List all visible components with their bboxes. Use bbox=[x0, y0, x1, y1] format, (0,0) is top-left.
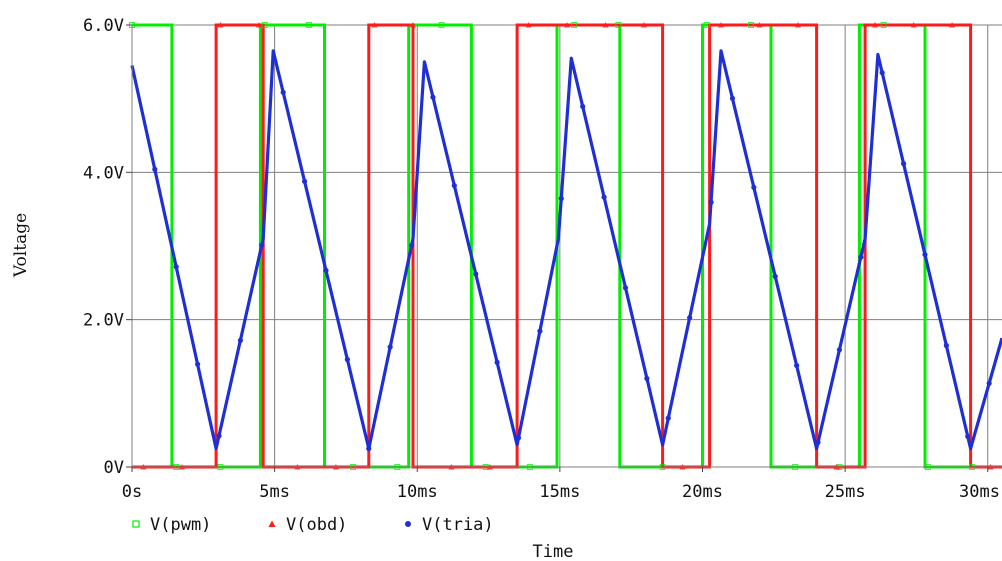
circle-marker bbox=[280, 89, 286, 95]
circle-marker bbox=[858, 254, 864, 260]
x-axis-title: Time bbox=[533, 542, 574, 561]
circle-marker bbox=[729, 95, 736, 101]
legend-label: V(pwm) bbox=[150, 515, 211, 535]
square-marker bbox=[571, 22, 578, 28]
circle-marker bbox=[772, 273, 778, 280]
triangle-marker bbox=[872, 22, 879, 28]
circle-marker bbox=[173, 264, 179, 270]
plot-frame bbox=[131, 25, 1002, 468]
circle-marker bbox=[836, 347, 843, 353]
circle-marker bbox=[408, 242, 415, 249]
series-line-vtria bbox=[130, 49, 1002, 451]
square-marker bbox=[305, 22, 312, 28]
y-tick-label: 2.0V bbox=[83, 311, 124, 331]
circle-marker bbox=[601, 194, 607, 200]
legend-item: V(obd) bbox=[268, 515, 347, 535]
triangle-marker bbox=[564, 22, 570, 28]
x-tick-label: 20ms bbox=[682, 482, 723, 502]
y-tick-labels: 0V 2.0V 4.0V 6.0V bbox=[83, 16, 132, 478]
legend-circle-marker bbox=[405, 521, 411, 527]
circle-marker bbox=[900, 161, 907, 167]
x-tick-label: 10ms bbox=[397, 482, 438, 502]
circle-marker bbox=[943, 342, 949, 349]
circle-marker bbox=[387, 344, 393, 350]
circle-marker bbox=[473, 271, 479, 277]
circle-marker bbox=[965, 433, 971, 440]
circle-marker bbox=[751, 184, 757, 190]
x-tick-label: 25ms bbox=[825, 482, 866, 502]
x-tick-label: 0s bbox=[122, 482, 142, 502]
circle-marker bbox=[815, 439, 821, 446]
circle-marker bbox=[366, 445, 372, 452]
square-marker bbox=[747, 22, 754, 28]
y-tick-label: 4.0V bbox=[83, 163, 124, 183]
circle-marker bbox=[344, 356, 350, 363]
legend-item: V(tria) bbox=[405, 515, 494, 535]
triangle-marker bbox=[795, 22, 802, 28]
triangle-marker bbox=[217, 22, 224, 28]
triangle-marker bbox=[949, 22, 956, 28]
square-marker bbox=[703, 22, 710, 28]
circle-marker bbox=[537, 328, 543, 334]
square-marker bbox=[438, 22, 445, 28]
circle-marker bbox=[515, 435, 522, 441]
triangle-marker bbox=[641, 22, 648, 28]
y-axis-title: Voltage bbox=[11, 213, 31, 278]
square-marker bbox=[880, 22, 887, 28]
circle-marker bbox=[708, 199, 714, 205]
y-tick-label: 0V bbox=[104, 458, 124, 478]
legend-label: V(obd) bbox=[286, 515, 347, 535]
circle-marker bbox=[430, 94, 436, 100]
circle-marker bbox=[644, 375, 650, 382]
circle-marker bbox=[152, 166, 158, 172]
circle-marker bbox=[216, 433, 222, 439]
triangle-marker bbox=[602, 22, 609, 28]
legend-item: V(pwm) bbox=[132, 515, 211, 535]
circle-marker bbox=[687, 315, 693, 321]
triangle-marker bbox=[525, 22, 532, 28]
legend: V(pwm) V(obd) V(tria) bbox=[132, 515, 494, 535]
circle-marker bbox=[323, 267, 329, 274]
circle-marker bbox=[879, 70, 885, 76]
triangle-marker bbox=[371, 22, 378, 28]
legend-label: V(tria) bbox=[422, 515, 494, 535]
square-marker bbox=[261, 22, 268, 28]
x-tick-label: 15ms bbox=[539, 482, 580, 502]
circle-marker bbox=[580, 103, 586, 110]
legend-triangle-marker bbox=[268, 520, 276, 527]
circle-marker bbox=[301, 178, 308, 185]
circle-marker bbox=[494, 359, 500, 365]
square-marker bbox=[615, 22, 622, 28]
x-tick-label: 30ms bbox=[959, 482, 1000, 502]
circle-marker bbox=[451, 182, 457, 189]
x-tick-label: 5ms bbox=[259, 482, 290, 502]
legend-square-marker bbox=[132, 520, 140, 528]
circle-marker bbox=[665, 415, 671, 421]
circle-marker bbox=[195, 361, 201, 367]
circle-marker bbox=[922, 251, 928, 258]
triangle-marker bbox=[409, 22, 416, 28]
circle-marker bbox=[986, 380, 992, 386]
triangle-marker bbox=[255, 22, 262, 28]
circle-marker bbox=[558, 195, 564, 202]
triangle-marker bbox=[756, 22, 763, 28]
triangle-marker bbox=[718, 22, 725, 28]
trace-markers bbox=[129, 22, 994, 470]
circle-marker bbox=[237, 337, 243, 344]
circle-marker bbox=[794, 362, 800, 369]
x-tick-labels: 0s 5ms 10ms 15ms 20ms 25ms 30ms bbox=[122, 467, 1000, 502]
triangle-marker bbox=[910, 22, 917, 28]
circle-marker bbox=[259, 242, 265, 248]
y-tick-label: 6.0V bbox=[83, 16, 124, 36]
circle-marker bbox=[622, 285, 629, 291]
